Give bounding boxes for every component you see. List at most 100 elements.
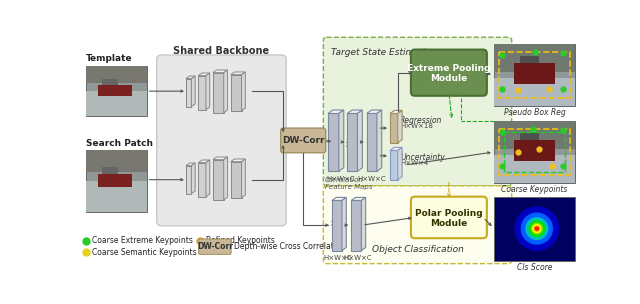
Text: Target State Estimation: Target State Estimation <box>331 48 437 57</box>
Circle shape <box>534 226 539 231</box>
Text: H×W×C: H×W×C <box>323 255 351 261</box>
Text: Module: Module <box>430 219 468 228</box>
Bar <box>520 56 539 63</box>
Text: H×W×C: H×W×C <box>326 176 355 182</box>
Polygon shape <box>213 157 228 160</box>
FancyBboxPatch shape <box>411 50 487 96</box>
Polygon shape <box>377 110 381 171</box>
Polygon shape <box>328 113 339 171</box>
Text: DW-Corr: DW-Corr <box>282 136 324 145</box>
Bar <box>86 181 147 212</box>
Text: Shared Backbone: Shared Backbone <box>173 47 269 57</box>
Polygon shape <box>191 76 195 107</box>
Polygon shape <box>342 197 346 250</box>
Bar <box>494 155 575 183</box>
Polygon shape <box>397 147 402 180</box>
Polygon shape <box>358 110 362 171</box>
Polygon shape <box>241 72 245 111</box>
Bar <box>504 132 566 172</box>
Text: Cls Score: Cls Score <box>516 263 552 272</box>
FancyBboxPatch shape <box>198 239 231 254</box>
Polygon shape <box>186 163 195 166</box>
Polygon shape <box>198 160 210 163</box>
Polygon shape <box>390 113 397 143</box>
Polygon shape <box>213 73 224 113</box>
Bar <box>514 140 555 161</box>
Polygon shape <box>390 110 402 113</box>
Polygon shape <box>230 72 245 75</box>
Text: ×4: ×4 <box>345 140 356 149</box>
Bar <box>102 167 118 174</box>
Text: Pseudo Box Reg: Pseudo Box Reg <box>504 108 565 117</box>
Polygon shape <box>191 163 195 194</box>
Text: Object Classification: Object Classification <box>372 245 463 254</box>
Text: Search Patch: Search Patch <box>86 139 153 148</box>
Polygon shape <box>224 70 228 113</box>
Polygon shape <box>397 110 402 143</box>
Polygon shape <box>230 75 241 111</box>
Text: Template: Template <box>86 54 133 64</box>
Text: Feature Maps: Feature Maps <box>325 184 372 190</box>
Text: H×W×4: H×W×4 <box>400 161 428 167</box>
Text: Coarse Keypoints: Coarse Keypoints <box>501 185 568 194</box>
Text: DW-Corr: DW-Corr <box>197 242 233 251</box>
Bar <box>494 121 575 183</box>
Circle shape <box>526 218 548 239</box>
Polygon shape <box>351 197 365 201</box>
Bar <box>99 85 132 96</box>
Bar <box>86 66 147 83</box>
Bar <box>514 63 555 84</box>
Polygon shape <box>186 79 191 107</box>
Bar <box>86 150 147 212</box>
Bar <box>494 121 575 149</box>
Circle shape <box>535 227 538 230</box>
Polygon shape <box>230 162 241 198</box>
Text: Uncertainty: Uncertainty <box>400 153 445 162</box>
Bar <box>86 66 147 116</box>
FancyBboxPatch shape <box>323 37 511 186</box>
Polygon shape <box>348 113 358 171</box>
Polygon shape <box>351 201 362 250</box>
Polygon shape <box>206 73 210 110</box>
FancyBboxPatch shape <box>323 186 511 264</box>
Bar <box>494 197 575 261</box>
Bar <box>499 52 570 98</box>
Bar <box>520 133 539 140</box>
Bar <box>494 44 575 72</box>
Text: Module: Module <box>430 74 468 83</box>
Bar <box>86 150 147 172</box>
Circle shape <box>533 225 541 233</box>
Text: Coarse Semantic Keypoints: Coarse Semantic Keypoints <box>92 247 197 257</box>
Text: Coarse Extreme Keypoints: Coarse Extreme Keypoints <box>92 236 193 245</box>
FancyBboxPatch shape <box>411 197 487 238</box>
Polygon shape <box>198 73 210 76</box>
Circle shape <box>531 223 542 234</box>
Polygon shape <box>213 70 228 73</box>
Polygon shape <box>367 110 381 113</box>
Polygon shape <box>213 160 224 200</box>
Polygon shape <box>328 110 344 113</box>
Bar <box>99 174 132 187</box>
Polygon shape <box>198 76 206 110</box>
Text: Depth-wise Cross Correlation: Depth-wise Cross Correlation <box>234 242 346 251</box>
FancyBboxPatch shape <box>157 55 286 226</box>
Circle shape <box>515 207 559 250</box>
Polygon shape <box>241 159 245 198</box>
Polygon shape <box>186 76 195 79</box>
Bar <box>86 91 147 116</box>
Text: Correlation: Correlation <box>325 178 364 183</box>
Polygon shape <box>390 150 397 180</box>
Polygon shape <box>198 163 206 197</box>
Polygon shape <box>206 160 210 197</box>
Circle shape <box>529 221 545 236</box>
Text: ×4: ×4 <box>330 219 341 228</box>
Text: Polar Pooling: Polar Pooling <box>415 209 483 218</box>
Bar <box>499 129 570 175</box>
Polygon shape <box>332 197 346 201</box>
Bar <box>102 79 118 85</box>
Bar <box>494 78 575 106</box>
Text: H×W×18: H×W×18 <box>400 123 433 130</box>
Polygon shape <box>186 166 191 194</box>
Polygon shape <box>390 147 402 150</box>
Text: Regression: Regression <box>400 116 442 125</box>
